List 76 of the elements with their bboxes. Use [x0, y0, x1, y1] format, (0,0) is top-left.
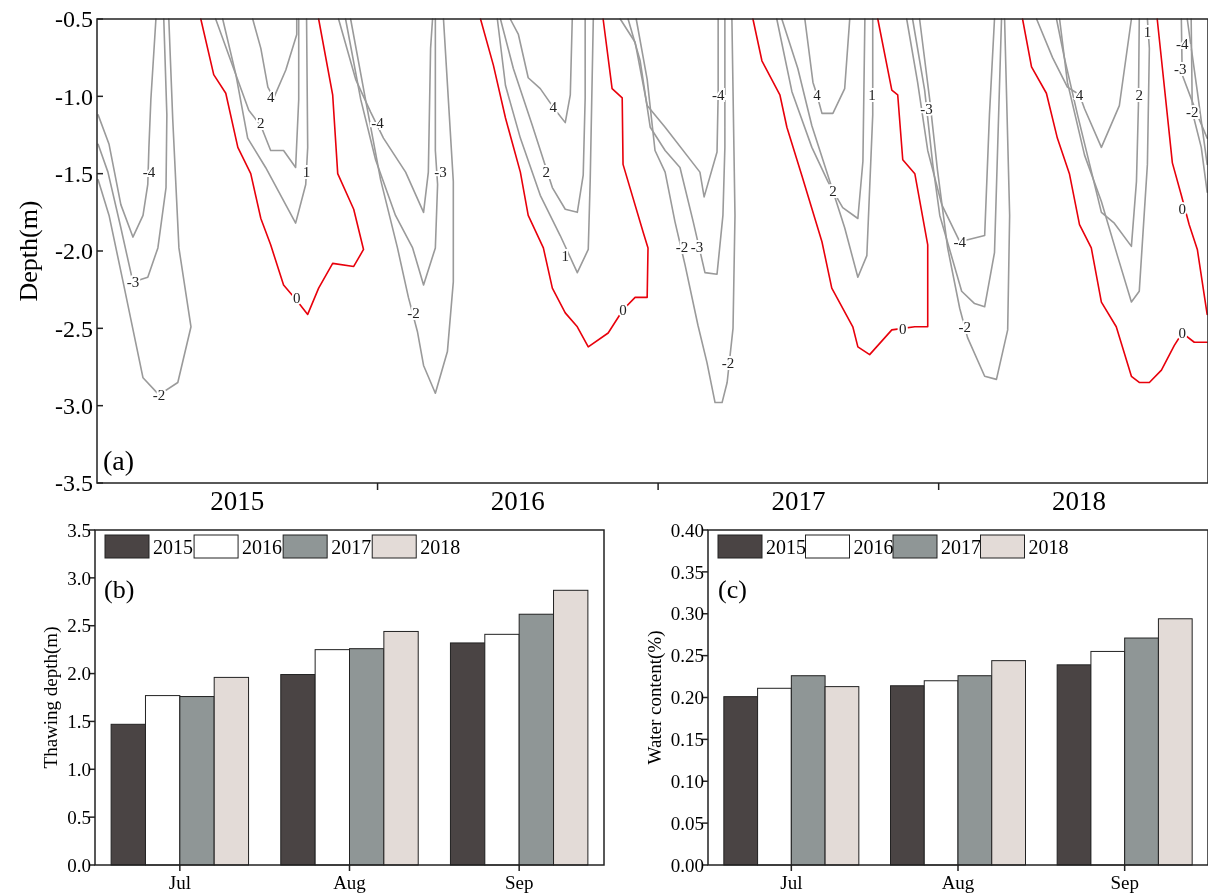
- annotation: -2: [152, 387, 166, 404]
- annotation: -4: [953, 233, 967, 250]
- annotation: -3: [1173, 60, 1187, 77]
- legend-label: 2017: [941, 536, 981, 558]
- y-tick-label: -1.5: [55, 161, 93, 188]
- annotation: 2: [257, 114, 265, 131]
- legend-label: 2016: [242, 536, 283, 558]
- y-axis-title: Water content(%): [643, 630, 666, 765]
- annotation: 2: [829, 182, 837, 199]
- y-tick-label: 0.0: [67, 854, 91, 876]
- y-axis-title: Thawing depth(m): [39, 626, 62, 769]
- annotation: 2: [542, 164, 550, 181]
- y-axis-title: Depth(m): [14, 200, 44, 302]
- annotation: (b): [104, 575, 135, 604]
- x-tick-label: Jul: [168, 872, 191, 893]
- annotation: -4: [142, 164, 156, 181]
- annotation: -4: [1175, 36, 1189, 52]
- y-tick-label: 0.05: [670, 812, 704, 834]
- y-tick-label: -1.0: [55, 83, 93, 110]
- legend-label: 2015: [766, 536, 806, 558]
- annotation: -2: [407, 305, 420, 322]
- y-tick-label: 0.10: [670, 770, 704, 792]
- legend-label: 2016: [853, 536, 894, 558]
- annotation: (c): [718, 575, 747, 604]
- annotation: -3: [126, 274, 140, 291]
- legend-label: 2017: [331, 536, 372, 558]
- y-tick-label: 0.35: [670, 561, 704, 583]
- annotation: -3: [434, 164, 447, 181]
- annotation: 1: [1143, 23, 1152, 40]
- y-tick-label: 1.5: [67, 711, 91, 733]
- annotation: -3: [690, 238, 704, 255]
- x-tick-label: 2015: [210, 486, 265, 516]
- annotation: 1: [302, 164, 311, 181]
- x-tick-label: Aug: [941, 872, 975, 893]
- y-tick-label: -3.5: [55, 470, 93, 497]
- annotation: -4: [371, 114, 385, 131]
- y-tick-label: 0.25: [670, 645, 704, 667]
- y-tick-label: -3.0: [55, 393, 93, 420]
- y-tick-label: -2.5: [55, 315, 93, 342]
- y-tick-label: 1.0: [67, 758, 91, 780]
- y-tick-label: 0.20: [670, 687, 704, 709]
- annotation: -4: [711, 87, 725, 104]
- y-tick-label: 0.15: [670, 729, 704, 751]
- y-tick-label: 3.5: [67, 519, 91, 541]
- annotation: 4: [266, 88, 275, 105]
- x-tick-label: 2018: [1051, 486, 1106, 516]
- y-tick-label: 2.5: [67, 615, 91, 637]
- annotation: 4: [1075, 87, 1084, 104]
- x-tick-label: Aug: [333, 872, 367, 893]
- annotation: 2: [1135, 87, 1144, 104]
- y-tick-label: -2.0: [55, 238, 93, 265]
- annotation: 4: [813, 87, 822, 104]
- y-tick-label: 3.0: [67, 567, 91, 589]
- legend-label: 2015: [153, 536, 193, 558]
- annotation: -2: [1186, 104, 1199, 121]
- y-tick-label: -0.5: [55, 6, 93, 33]
- legend-label: 2018: [420, 536, 461, 558]
- annotation: -2: [675, 238, 689, 255]
- y-tick-label: 0.40: [670, 519, 704, 541]
- x-tick-label: 2017: [771, 486, 826, 516]
- x-tick-label: 2016: [490, 486, 545, 516]
- annotation: -2: [958, 319, 972, 336]
- annotation: 1: [561, 247, 569, 264]
- x-tick-label: Jul: [780, 872, 803, 893]
- y-tick-label: 0.5: [67, 806, 91, 828]
- y-tick-label: 0.30: [670, 603, 704, 625]
- y-tick-label: 2.0: [67, 663, 91, 685]
- x-tick-label: Sep: [1110, 872, 1139, 893]
- annotation: -2: [721, 354, 735, 371]
- annotation: 4: [549, 99, 558, 116]
- x-tick-label: Sep: [504, 872, 534, 893]
- legend-label: 2018: [1028, 536, 1069, 558]
- annotation: -3: [920, 100, 933, 117]
- annotation: (a): [103, 445, 135, 476]
- y-tick-label: 0.00: [670, 854, 704, 876]
- annotation: 1: [868, 87, 876, 104]
